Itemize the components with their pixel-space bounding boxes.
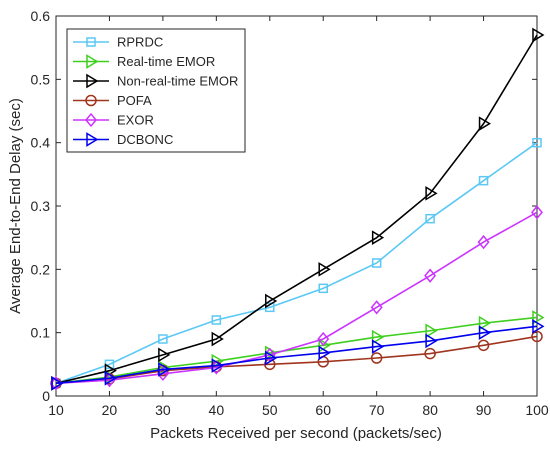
y-tick-label: 0.4 <box>31 135 51 151</box>
x-tick-label: 70 <box>369 402 385 418</box>
legend: RPRDC Real-time EMOR Non-real-time EMOR POF… <box>66 28 246 153</box>
x-tick-label: 100 <box>525 402 549 418</box>
axis-ticks: 10 20 30 40 50 60 70 80 90 100 0 0.1 0.2 0.3 0.4 0.5 0.6 <box>31 8 549 418</box>
data-point <box>425 323 438 339</box>
legend-box <box>66 28 246 153</box>
data-point <box>532 319 545 334</box>
data-point <box>318 338 331 353</box>
data-point <box>265 293 278 309</box>
series-line <box>55 34 538 385</box>
data-point <box>532 137 542 148</box>
data-point <box>211 331 224 347</box>
data-point <box>424 347 436 360</box>
series-dcbonc <box>51 319 545 391</box>
legend-label: DCBONC <box>117 132 173 147</box>
x-tick-label: 30 <box>155 402 171 418</box>
y-axis-label: Average End-to-End Delay (sec) <box>7 98 24 314</box>
x-axis-label: Packets Received per second (packets/sec… <box>150 425 442 442</box>
legend-marker <box>86 132 99 147</box>
x-tick-label: 10 <box>48 402 64 418</box>
legend-label: RPRDC <box>117 35 163 50</box>
y-tick-label: 0.1 <box>31 325 51 341</box>
x-tick-label: 50 <box>262 402 278 418</box>
legend-marker <box>86 73 99 89</box>
data-point <box>317 331 330 347</box>
data-point <box>318 283 328 294</box>
data-point <box>425 333 438 349</box>
series-line <box>55 316 538 385</box>
legend-entry: EXOR <box>73 113 154 128</box>
series-rprdc <box>51 137 542 389</box>
data-point <box>318 345 331 361</box>
data-point <box>532 27 545 43</box>
x-tick-label: 40 <box>209 402 225 418</box>
data-point <box>425 213 435 224</box>
data-point <box>424 268 437 283</box>
legend-entry: POFA <box>73 93 152 108</box>
y-tick-label: 0.3 <box>31 198 51 214</box>
data-point <box>104 370 117 386</box>
data-point <box>371 258 382 268</box>
series-line <box>55 325 538 385</box>
data-point <box>211 315 222 325</box>
legend-marker <box>85 94 97 107</box>
data-point <box>318 262 331 277</box>
data-point <box>158 334 168 344</box>
data-point <box>477 234 490 250</box>
legend-entry: DCBONC <box>73 132 173 147</box>
legend-marker <box>86 37 96 47</box>
legend-label: Real-time EMOR <box>117 54 215 69</box>
y-tick-label: 0 <box>42 388 50 404</box>
x-tick-label: 60 <box>315 402 331 418</box>
data-point <box>425 186 438 201</box>
data-point <box>531 205 543 220</box>
data-point <box>371 339 385 354</box>
y-tick-label: 0.5 <box>31 71 51 87</box>
legend-marker <box>86 54 99 69</box>
data-point <box>211 358 224 373</box>
data-point <box>370 300 383 315</box>
data-point <box>532 310 545 325</box>
series-layer <box>50 27 545 391</box>
series-line <box>55 142 538 385</box>
data-point <box>478 175 489 186</box>
data-point <box>264 358 276 371</box>
x-tick-label: 90 <box>476 402 492 418</box>
legend-entry: Non-real-time EMOR <box>73 74 238 89</box>
y-tick-label: 0.2 <box>31 261 51 277</box>
data-point <box>371 230 385 245</box>
series-line <box>55 211 538 385</box>
x-tick-label: 20 <box>102 402 118 418</box>
data-point <box>371 329 385 345</box>
legend-entry: Real-time EMOR <box>73 54 215 69</box>
data-point <box>477 339 490 352</box>
data-point <box>265 350 278 366</box>
legend-label: POFA <box>117 93 152 108</box>
data-point <box>478 315 492 331</box>
legend-label: EXOR <box>117 113 154 128</box>
legend-entry: RPRDC <box>73 35 163 50</box>
data-point <box>158 347 171 363</box>
data-point <box>478 325 492 340</box>
legend-marker <box>85 112 97 128</box>
data-point <box>531 330 543 343</box>
x-tick-label: 80 <box>422 402 438 418</box>
data-point <box>51 376 64 391</box>
legend-label: Non-real-time EMOR <box>117 74 238 89</box>
data-point <box>158 362 171 377</box>
data-point <box>370 352 383 364</box>
y-tick-label: 0.6 <box>31 8 51 24</box>
series-line <box>55 335 538 385</box>
data-point <box>478 116 492 131</box>
